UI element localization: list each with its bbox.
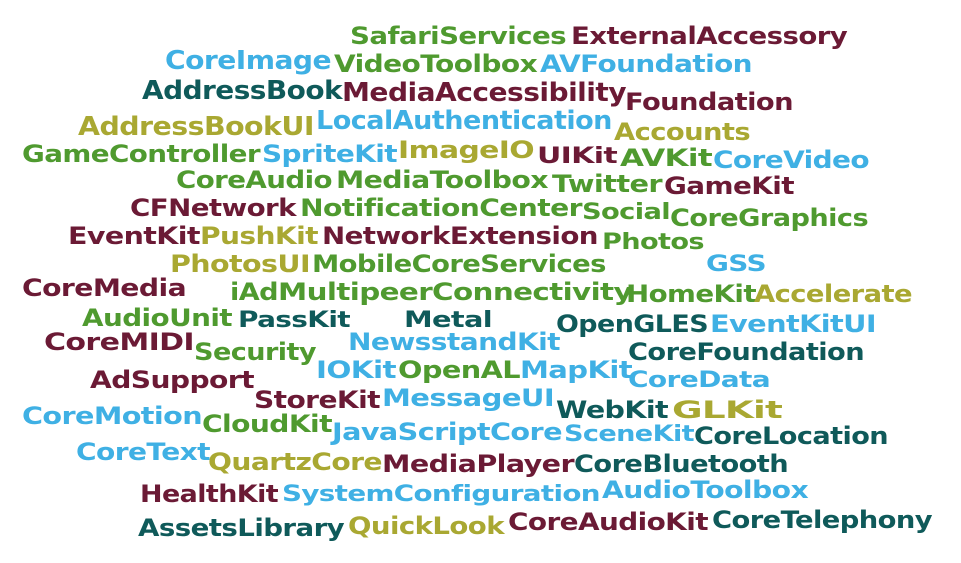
word-photos-ui: PhotosUI (170, 250, 311, 278)
word-gl-kit: GLKit (672, 396, 783, 424)
word-system-configuration: SystemConfiguration (282, 482, 601, 507)
word-core-media: CoreMedia (22, 274, 187, 302)
word-store-kit: StoreKit (254, 386, 381, 414)
word-core-foundation: CoreFoundation (628, 338, 865, 366)
word-cloud-kit: CloudKit (202, 410, 333, 438)
word-external-accessory: ExternalAccessory (571, 22, 848, 50)
word-gss: GSS (706, 252, 767, 277)
word-newsstand-kit: NewsstandKit (348, 328, 561, 356)
word-cf-network: CFNetwork (130, 194, 297, 222)
word-game-controller: GameController (22, 140, 261, 168)
word-notification-center: NotificationCenter (300, 194, 583, 222)
word-foundation: Foundation (625, 88, 794, 116)
word-push-kit: PushKit (200, 222, 319, 250)
word-health-kit: HealthKit (140, 480, 279, 508)
word-open-gles: OpenGLES (556, 310, 709, 338)
word-local-authentication: LocalAuthentication (316, 106, 612, 136)
word-core-text: CoreText (76, 438, 211, 466)
word-metal: Metal (404, 308, 493, 333)
word-core-data: CoreData (628, 368, 771, 393)
word-core-telephony: CoreTelephony (712, 506, 933, 534)
word-accelerate: Accelerate (754, 280, 913, 308)
word-media-toolbox: MediaToolbox (336, 166, 549, 194)
word-image-io: ImageIO (398, 136, 535, 164)
word-mobile-core-services: MobileCoreServices (312, 250, 606, 278)
word-twitter: Twitter (552, 170, 663, 198)
word-game-kit: GameKit (664, 172, 795, 200)
word-assets-library: AssetsLibrary (138, 514, 345, 542)
word-event-kit-ui: EventKitUI (710, 310, 877, 338)
word-core-audio-kit: CoreAudioKit (508, 508, 709, 536)
word-safari-services: SafariServices (350, 22, 567, 50)
word-java-script-core: JavaScriptCore (332, 418, 563, 446)
word-core-video: CoreVideo (713, 146, 870, 174)
word-scene-kit: SceneKit (564, 422, 695, 447)
word-address-book-ui: AddressBookUI (78, 112, 314, 142)
word-core-midi: CoreMIDI (44, 328, 195, 356)
word-audio-unit: AudioUnit (82, 304, 233, 332)
word-accounts: Accounts (614, 118, 751, 146)
word-core-motion: CoreMotion (22, 402, 203, 430)
word-av-foundation: AVFoundation (540, 50, 753, 78)
word-io-kit: IOKit (316, 356, 397, 384)
word-open-al: OpenAL (398, 356, 521, 384)
word-photos: Photos (602, 230, 705, 255)
word-core-graphics: CoreGraphics (670, 204, 869, 232)
word-core-audio: CoreAudio (176, 166, 333, 194)
word-pass-kit: PassKit (238, 308, 351, 333)
word-map-kit: MapKit (520, 356, 633, 384)
word-social: Social (582, 200, 671, 225)
word-security: Security (194, 338, 317, 366)
word-sprite-kit: SpriteKit (262, 140, 398, 168)
word-event-kit: EventKit (68, 222, 201, 250)
word-network-extension: NetworkExtension (322, 222, 598, 250)
word-address-book: AddressBook (142, 76, 343, 106)
word-quartz-core: QuartzCore (208, 448, 383, 476)
word-audio-toolbox: AudioToolbox (602, 476, 809, 504)
word-ui-kit: UIKit (537, 144, 618, 169)
word-message-ui: MessageUI (382, 384, 555, 412)
word-home-kit: HomeKit (626, 280, 757, 308)
word-i-ad: iAd (230, 278, 279, 306)
word-ad-support: AdSupport (90, 366, 255, 394)
word-video-toolbox: VideoToolbox (334, 50, 538, 78)
word-quick-look: QuickLook (348, 512, 505, 540)
word-media-player: MediaPlayer (382, 450, 575, 478)
word-av-kit: AVKit (620, 144, 713, 172)
word-web-kit: WebKit (556, 396, 669, 424)
word-core-location: CoreLocation (694, 422, 889, 450)
word-core-image: CoreImage (165, 46, 332, 76)
word-multipeer-connectivity: MultipeerConnectivity (278, 278, 633, 306)
word-core-bluetooth: CoreBluetooth (574, 450, 789, 478)
word-media-accessibility: MediaAccessibility (342, 78, 627, 108)
